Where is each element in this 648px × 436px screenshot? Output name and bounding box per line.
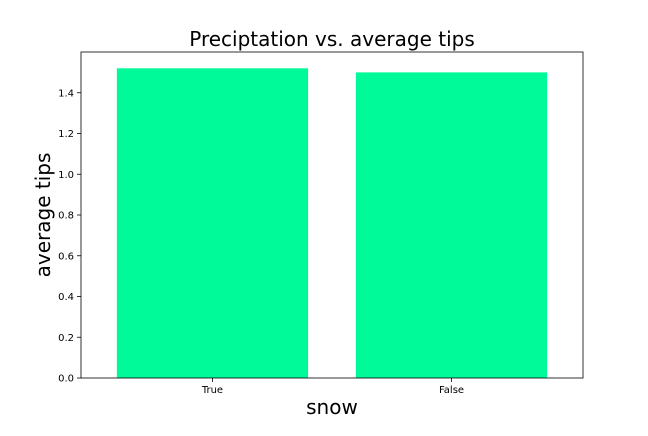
bars-layer <box>116 68 548 379</box>
y-tick-label: 0.8 <box>58 211 74 222</box>
y-tick-label: 0.6 <box>58 251 74 262</box>
x-axis-ticks: True False <box>201 378 464 396</box>
x-tick-label: True <box>201 385 223 396</box>
y-axis-ticks: 0.0 0.2 0.4 0.6 0.8 1.0 1.2 1.4 <box>58 88 81 385</box>
y-axis-title: average tips <box>31 153 55 278</box>
x-tick-label: False <box>439 385 464 396</box>
bar-true <box>116 68 309 379</box>
x-axis-title: snow <box>306 395 358 419</box>
bar-false <box>355 72 548 378</box>
y-tick-label: 0.4 <box>58 292 74 303</box>
y-tick-label: 0.2 <box>58 333 74 344</box>
y-tick-label: 1.0 <box>58 170 74 181</box>
y-tick-label: 1.4 <box>58 88 74 99</box>
y-tick-label: 1.2 <box>58 129 74 140</box>
y-tick-label: 0.0 <box>58 374 74 385</box>
plot-frame <box>80 51 584 379</box>
chart-title: Preciptation vs. average tips <box>189 27 475 51</box>
